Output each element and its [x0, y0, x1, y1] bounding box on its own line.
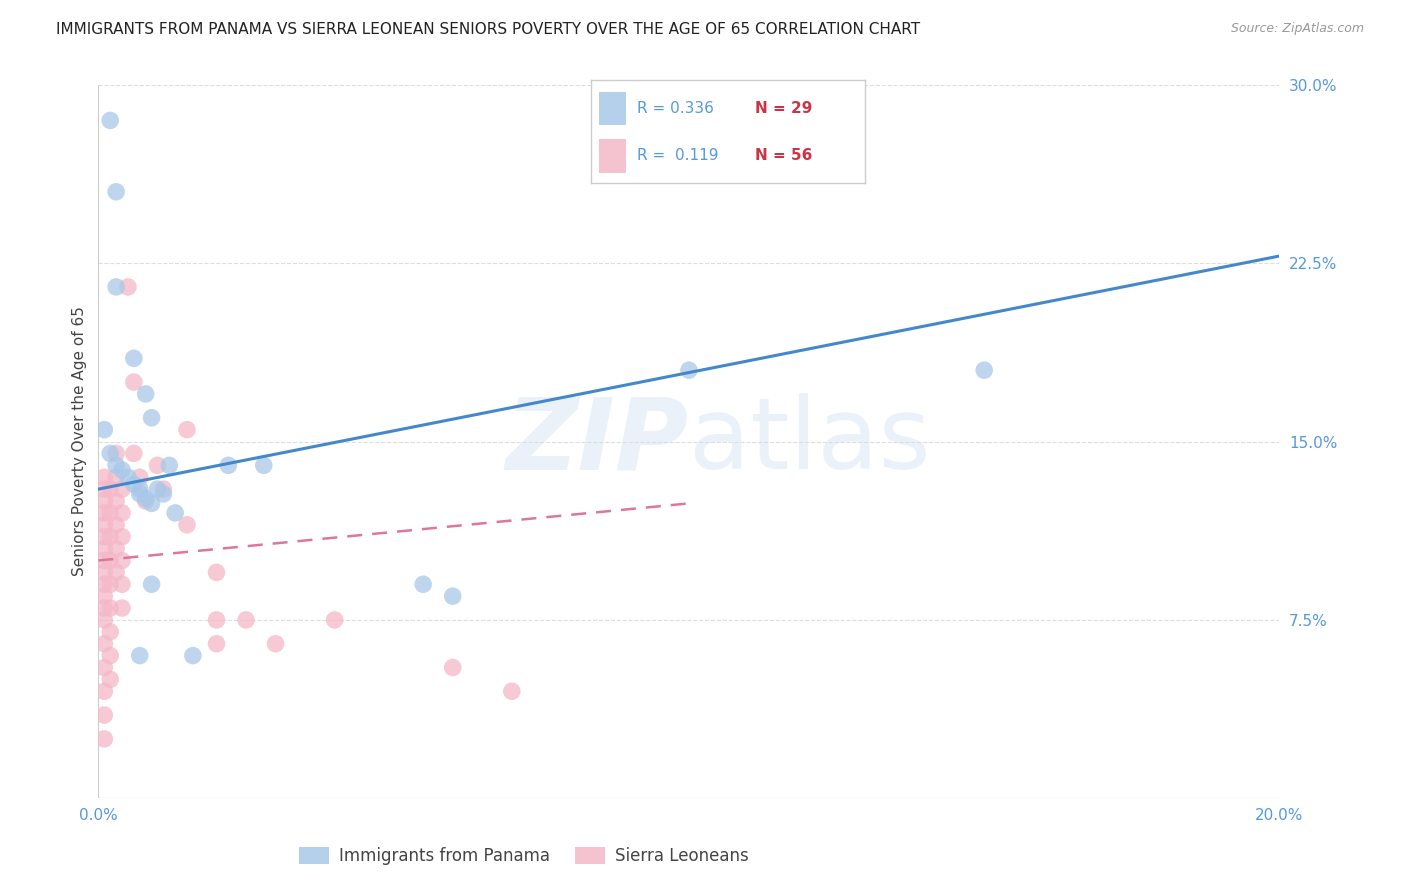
Point [105, 280, 128, 294]
Point [93, 470, 115, 484]
Point [105, 541, 128, 556]
Point [205, 613, 228, 627]
Point [141, 496, 163, 510]
Point [122, 446, 145, 460]
Point [323, 613, 346, 627]
Text: N = 29: N = 29 [755, 101, 813, 116]
Point [93, 577, 115, 591]
Point [264, 637, 287, 651]
Point [93, 660, 115, 674]
Point [111, 482, 134, 496]
Point [98, 624, 121, 639]
Point [111, 577, 134, 591]
Point [678, 363, 700, 377]
Point [105, 185, 128, 199]
Bar [599, 139, 626, 173]
Point [128, 470, 150, 484]
Point [93, 708, 115, 723]
Point [181, 648, 204, 663]
Point [105, 517, 128, 532]
Point [98, 446, 121, 460]
Point [93, 541, 115, 556]
Point [205, 566, 228, 580]
Point [141, 410, 163, 425]
Point [141, 577, 163, 591]
Point [93, 566, 115, 580]
Text: atlas: atlas [689, 393, 931, 490]
Text: Source: ZipAtlas.com: Source: ZipAtlas.com [1230, 22, 1364, 36]
Point [146, 458, 169, 473]
Point [98, 577, 121, 591]
Text: IMMIGRANTS FROM PANAMA VS SIERRA LEONEAN SENIORS POVERTY OVER THE AGE OF 65 CORR: IMMIGRANTS FROM PANAMA VS SIERRA LEONEAN… [56, 22, 921, 37]
Point [105, 566, 128, 580]
Point [253, 458, 276, 473]
Point [93, 494, 115, 508]
Point [176, 517, 198, 532]
Point [93, 530, 115, 544]
Point [98, 553, 121, 567]
Point [973, 363, 995, 377]
Text: N = 56: N = 56 [755, 148, 813, 162]
Y-axis label: Seniors Poverty Over the Age of 65: Seniors Poverty Over the Age of 65 [72, 307, 87, 576]
Point [217, 458, 239, 473]
Point [105, 470, 128, 484]
Text: R = 0.336: R = 0.336 [637, 101, 714, 116]
Point [111, 506, 134, 520]
Point [122, 375, 145, 389]
Point [93, 517, 115, 532]
Point [111, 553, 134, 567]
Point [93, 482, 115, 496]
Point [98, 648, 121, 663]
Point [157, 458, 180, 473]
Point [111, 601, 134, 615]
Point [93, 506, 115, 520]
Point [135, 387, 157, 401]
Point [98, 601, 121, 615]
Point [235, 613, 257, 627]
Point [146, 482, 169, 496]
Point [105, 458, 128, 473]
Point [93, 613, 115, 627]
Point [93, 731, 115, 746]
Legend: Immigrants from Panama, Sierra Leoneans: Immigrants from Panama, Sierra Leoneans [292, 840, 755, 872]
Point [111, 463, 134, 477]
Point [412, 577, 434, 591]
Point [98, 482, 121, 496]
Point [122, 477, 145, 491]
Text: R =  0.119: R = 0.119 [637, 148, 718, 162]
Point [205, 637, 228, 651]
Point [122, 351, 145, 366]
Point [128, 487, 150, 501]
Point [441, 660, 464, 674]
Point [165, 506, 187, 520]
Point [93, 553, 115, 567]
Point [152, 482, 174, 496]
Point [176, 423, 198, 437]
Point [111, 530, 134, 544]
Point [98, 673, 121, 687]
Text: ZIP: ZIP [506, 393, 689, 490]
Point [93, 601, 115, 615]
Point [98, 113, 121, 128]
Point [135, 491, 157, 506]
Point [98, 506, 121, 520]
Point [93, 423, 115, 437]
Point [105, 494, 128, 508]
Point [441, 589, 464, 603]
Point [117, 280, 139, 294]
Bar [599, 92, 626, 126]
Point [93, 684, 115, 698]
Point [98, 530, 121, 544]
Point [135, 494, 157, 508]
Point [501, 684, 523, 698]
Point [93, 589, 115, 603]
Point [117, 470, 139, 484]
Point [105, 446, 128, 460]
Point [152, 487, 174, 501]
Point [93, 637, 115, 651]
Point [128, 482, 150, 496]
Point [128, 648, 150, 663]
